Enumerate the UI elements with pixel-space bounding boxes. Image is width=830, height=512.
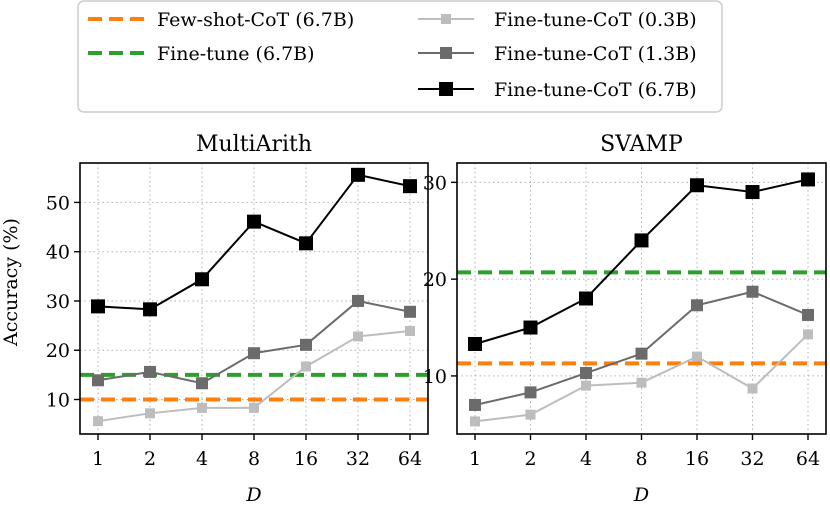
- data-point: [197, 402, 207, 413]
- data-point: [403, 179, 417, 194]
- data-point: [299, 236, 313, 251]
- legend-frame: [77, 0, 723, 113]
- data-point: [523, 320, 538, 335]
- data-point: [301, 361, 311, 372]
- x-tick-label: 1: [92, 448, 104, 470]
- y-tick-label: 30: [423, 172, 447, 194]
- legend-label-ft-cot-13b: Fine-tune-CoT (1.3B): [494, 43, 697, 65]
- data-point: [803, 329, 813, 340]
- data-point: [469, 398, 481, 411]
- data-point: [580, 367, 592, 380]
- data-point: [525, 409, 536, 420]
- legend: Few-shot-CoT (6.7B) Fine-tune (6.7B) Fin…: [77, 0, 723, 113]
- data-point: [581, 380, 591, 391]
- data-point: [247, 214, 261, 229]
- data-point: [144, 365, 156, 378]
- legend-marker-ft-cot-13b: [440, 47, 452, 59]
- data-point: [747, 383, 758, 394]
- x-axis-label: D: [245, 484, 261, 506]
- data-point: [692, 351, 702, 362]
- data-point: [91, 299, 105, 314]
- data-point: [690, 178, 704, 193]
- x-tick-label: 2: [144, 448, 156, 470]
- data-point: [636, 377, 647, 388]
- data-point: [300, 338, 312, 351]
- y-tick-label: 10: [46, 390, 70, 412]
- data-point: [801, 172, 815, 187]
- x-tick-label: 16: [685, 448, 709, 470]
- data-point: [524, 386, 537, 399]
- legend-label-fine-tune: Fine-tune (6.7B): [157, 43, 315, 65]
- legend-label-few-shot-cot: Few-shot-CoT (6.7B): [157, 9, 354, 31]
- x-tick-label: 16: [294, 448, 318, 470]
- data-point: [468, 336, 482, 351]
- y-tick-label: 20: [423, 269, 447, 291]
- data-point: [145, 408, 155, 419]
- y-tick-label: 30: [46, 291, 70, 313]
- y-tick-label: 40: [46, 242, 70, 264]
- x-tick-label: 32: [346, 448, 370, 470]
- data-point: [249, 402, 259, 413]
- x-tick-label: 32: [740, 448, 764, 470]
- data-point: [352, 294, 364, 307]
- data-point: [404, 305, 416, 318]
- y-axis-label: Accuracy (%): [0, 218, 22, 347]
- data-point: [93, 416, 103, 427]
- x-tick-label: 64: [398, 448, 422, 470]
- x-tick-label: 4: [196, 448, 208, 470]
- data-point: [405, 326, 415, 337]
- panel-title: SVAMP: [600, 132, 683, 157]
- data-point: [143, 302, 157, 317]
- y-tick-label: 10: [423, 366, 447, 388]
- data-point: [635, 347, 648, 360]
- legend-label-ft-cot-03b: Fine-tune-CoT (0.3B): [494, 9, 697, 31]
- panel-title: MultiArith: [196, 132, 312, 157]
- legend-label-ft-cot-67b: Fine-tune-CoT (6.7B): [494, 79, 697, 101]
- x-axis-label: D: [633, 484, 649, 506]
- x-tick-label: 8: [248, 448, 260, 470]
- panel-svamp: SVAMP 1 2 4 8 16 32 64 10 20 30 D: [423, 132, 827, 506]
- legend-marker-ft-cot-03b: [441, 14, 451, 24]
- data-point: [746, 285, 759, 298]
- x-tick-label: 8: [635, 448, 647, 470]
- data-point: [634, 233, 649, 248]
- data-point: [196, 377, 208, 390]
- y-tick-label: 50: [46, 192, 70, 214]
- data-point: [470, 416, 480, 427]
- data-point: [579, 291, 593, 306]
- data-point: [248, 347, 260, 360]
- data-point: [92, 374, 104, 387]
- x-tick-label: 1: [469, 448, 481, 470]
- x-tick-label: 2: [524, 448, 536, 470]
- data-point: [353, 331, 363, 342]
- data-point: [745, 185, 760, 200]
- data-point: [351, 167, 365, 182]
- data-point: [195, 272, 209, 287]
- y-tick-label: 20: [46, 340, 70, 362]
- panel-multiarith: MultiArith 1 2 4 8 16 32 64 10 20 30 40 50 D: [46, 132, 429, 506]
- x-tick-label: 64: [796, 448, 820, 470]
- x-tick-label: 4: [580, 448, 592, 470]
- data-point: [802, 308, 814, 321]
- data-point: [691, 299, 703, 312]
- legend-marker-ft-cot-67b: [439, 82, 453, 96]
